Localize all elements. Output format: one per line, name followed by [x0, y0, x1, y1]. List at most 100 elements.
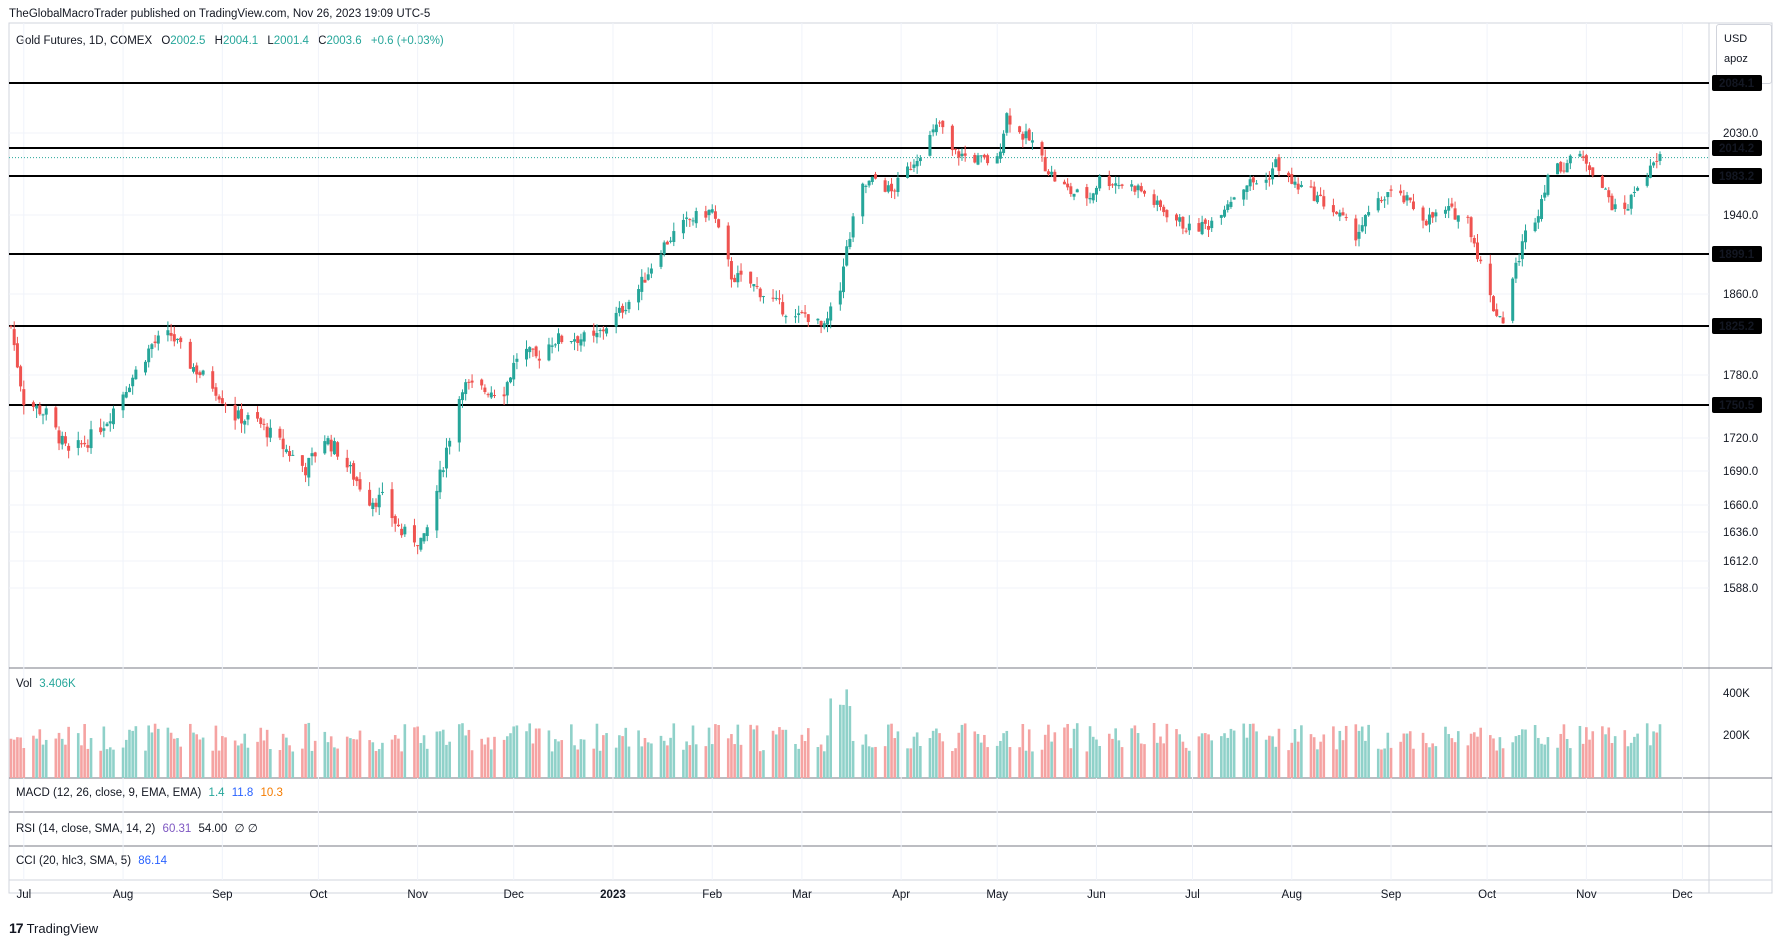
volume-bar [54, 738, 58, 778]
candle-body [1152, 194, 1156, 205]
volume-bar [1495, 750, 1499, 778]
volume-bar [1428, 747, 1431, 778]
candle-body [512, 362, 516, 380]
level-price-badge [1712, 246, 1762, 262]
volume-bar [624, 727, 628, 778]
volume-bar [44, 739, 48, 778]
candle-body [19, 366, 23, 387]
candle-body [1296, 183, 1300, 190]
volume-bar [493, 736, 496, 778]
volume-bar [736, 724, 740, 778]
candle-body [1469, 217, 1473, 238]
candle-body [576, 336, 580, 343]
candle-body [1376, 198, 1380, 211]
candle-body [60, 435, 64, 445]
candle-body [368, 489, 372, 506]
candle-body [595, 332, 599, 338]
volume-bar [1139, 743, 1143, 778]
candle-body [874, 174, 878, 179]
candle-body [1543, 192, 1547, 198]
tradingview-logo[interactable]: 17 TradingView [9, 920, 98, 936]
candle-body [1319, 194, 1323, 197]
volume-bar [1050, 741, 1053, 778]
volume-bar [819, 744, 823, 778]
candle-body [1367, 212, 1371, 216]
candle-body [890, 183, 894, 192]
candle-body [12, 329, 16, 346]
volume-bar [867, 746, 871, 778]
volume-bar [1053, 732, 1057, 778]
candle-body [560, 335, 564, 343]
candle-body [211, 371, 215, 389]
price-tick-label: 1690.0 [1723, 466, 1758, 478]
tradingview-brand: TradingView [26, 920, 99, 936]
candle-body [1546, 174, 1550, 195]
volume-bar [1521, 729, 1524, 778]
volume-bar [313, 740, 317, 778]
candle-body [534, 346, 538, 357]
price-tick-label: 1636.0 [1723, 527, 1758, 539]
candle-body [573, 339, 577, 342]
candle-body [400, 528, 404, 536]
volume-bar [803, 741, 807, 778]
candle-body [537, 358, 541, 361]
volume-bar [32, 735, 35, 778]
volume-bar [1204, 733, 1207, 778]
volume-bar [1408, 731, 1412, 778]
candle-body [1133, 186, 1137, 192]
candle-body [704, 211, 708, 218]
volume-bar [1184, 747, 1188, 778]
currency-label: USD [1724, 33, 1748, 45]
candle-body [848, 238, 852, 247]
price-tick-label: 1660.0 [1723, 500, 1758, 512]
volume-bar [1581, 743, 1585, 778]
volume-bar [861, 744, 865, 778]
candle-body [1242, 189, 1246, 200]
candle-body [1155, 200, 1159, 205]
volume-bar [1421, 732, 1425, 778]
candle-body [1536, 216, 1540, 223]
candles [9, 108, 1662, 555]
candle-body [637, 289, 641, 303]
rsi-ma-value: 54.00 [198, 823, 228, 835]
volume-bar [89, 738, 93, 778]
candle-body [441, 470, 445, 473]
volume-bar [1546, 737, 1550, 778]
candle-body [1491, 296, 1495, 312]
candle-body [640, 276, 644, 292]
volume-bar [826, 735, 829, 778]
candle-body [793, 316, 797, 318]
candle-body [1447, 205, 1451, 211]
volume-bar [448, 741, 451, 778]
volume-bar [781, 729, 784, 778]
candle-body [621, 305, 625, 313]
candle-body [1626, 208, 1630, 211]
volume-bar [621, 736, 624, 778]
volume-bar [80, 745, 83, 778]
candle-body [134, 369, 138, 380]
volume-bar [848, 706, 852, 778]
volume-bar [1245, 737, 1249, 778]
candle-body [819, 320, 823, 326]
candle-body [352, 463, 356, 480]
candle-body [393, 516, 397, 524]
candle-body [1309, 186, 1313, 188]
volume-bar [1098, 745, 1101, 778]
candle-body [941, 120, 945, 128]
time-tick-label: Dec [1672, 889, 1693, 901]
candle-body [938, 122, 942, 124]
volume-bar [1472, 732, 1476, 778]
volume-bar [237, 745, 240, 778]
volume-bar [1114, 728, 1117, 778]
candle-body [323, 441, 327, 454]
candle-body [557, 333, 561, 344]
candle-body [460, 392, 464, 401]
volume-bar [931, 730, 935, 778]
volume-bar [771, 730, 775, 778]
candle-body [1344, 217, 1348, 219]
candle-body [1053, 171, 1057, 182]
candle-body [1094, 187, 1098, 195]
volume-bar [1466, 745, 1470, 778]
volume-bar [864, 734, 868, 778]
